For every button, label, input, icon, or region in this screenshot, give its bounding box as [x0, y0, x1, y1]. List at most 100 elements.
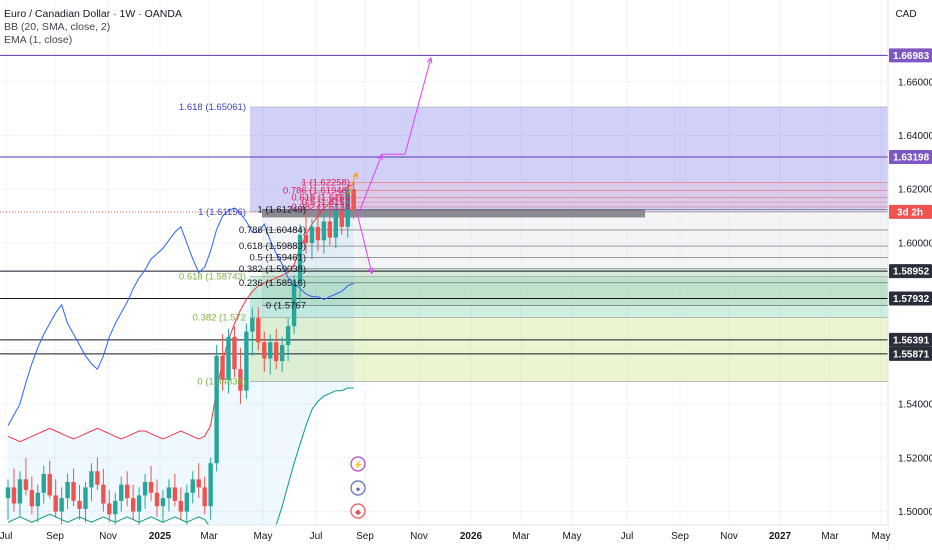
time-axis[interactable]: Jul Sep Nov 2025 Mar May Jul Sep Nov 2026 Mar May Ju… — [0, 524, 891, 550]
price-tag-label: 1.66983 — [893, 51, 930, 62]
fib-small-label: 0.618 (1.6169 — [291, 193, 350, 204]
arrow-to-1.632 — [357, 154, 383, 216]
fib-large-label: 0.382 (1.572 — [193, 312, 246, 323]
time-tick-label: Nov — [99, 531, 117, 542]
candle-body — [285, 326, 291, 346]
candle-body — [59, 498, 64, 512]
candle-body — [125, 484, 130, 499]
price-tick-label: 1.50000 — [898, 507, 932, 518]
price-tag — [889, 150, 932, 165]
bb-upper-line — [7, 183, 354, 443]
lightning-event-icon-glyph: ⚡ — [353, 460, 363, 470]
fib-large-label: 1 (1.61156) — [198, 207, 246, 218]
countdown-tag-label: 3d 2h — [897, 207, 923, 218]
event-markers[interactable]: ⚡ ● ◆ — [350, 456, 366, 519]
candle-body — [41, 473, 46, 493]
candle-body — [65, 482, 70, 499]
price-tick-label: 1.54000 — [898, 400, 932, 411]
candle-body — [95, 471, 100, 485]
candle-body — [315, 226, 321, 241]
time-tick-label: May — [563, 531, 582, 542]
candle-body — [178, 500, 184, 512]
candle-body — [351, 189, 356, 211]
bb-band-fill — [8, 183, 354, 550]
time-tick-label: Sep — [46, 531, 64, 542]
time-tick-label: 2026 — [460, 531, 483, 542]
candle-body — [274, 342, 279, 362]
candle-body — [303, 234, 309, 243]
price-axis[interactable]: CAD1.660001.640001.620001.600001.560001.… — [887, 0, 932, 550]
candle-body — [23, 479, 29, 491]
horizontal-lines — [0, 54, 888, 382]
lightning-event-icon[interactable] — [350, 456, 366, 472]
candle-body — [190, 479, 195, 493]
candle-body — [220, 355, 225, 380]
price-tag — [889, 332, 932, 347]
chart-legend: Euro / Canadian Dollar · 1W · OANDA BB (… — [4, 8, 182, 47]
arrow-to-1.632-head — [377, 153, 383, 161]
price-tag-label: 1.56391 — [893, 335, 930, 346]
candle-body — [160, 498, 166, 507]
price-tick-label: 1.52000 — [898, 453, 932, 464]
fib-mid-label: 0 (1.5767 — [266, 301, 306, 312]
fib-small-label: 1 (1.62258) — [301, 177, 350, 188]
countdown-tag — [889, 204, 932, 219]
candle-body — [148, 482, 154, 493]
candle-body — [327, 221, 333, 238]
dividends-event-icon-glyph: ● — [356, 485, 361, 494]
fib-mid-label: 0.382 (1.59038) — [239, 264, 306, 275]
time-tick-label: Nov — [410, 531, 428, 542]
fib-zone-dark-bar — [262, 209, 645, 218]
candle-body — [268, 342, 273, 359]
time-tick-label: Nov — [720, 531, 738, 542]
currency-label: CAD — [895, 9, 916, 20]
time-tick-label: Mar — [821, 531, 839, 542]
arrow-orange — [347, 172, 358, 195]
candle-body — [214, 355, 219, 464]
candle-body — [5, 487, 11, 499]
time-tick-label: Sep — [356, 531, 374, 542]
price-tick-label: 1.66000 — [898, 77, 932, 88]
candle-body — [107, 503, 112, 515]
symbol-title[interactable]: Euro / Canadian Dollar · 1W · OANDA — [4, 8, 182, 20]
dividends-event-icon[interactable] — [350, 480, 366, 496]
time-tick-label: Jul — [310, 531, 323, 542]
fib-small-label: 0.382 (1.6134 — [291, 202, 350, 213]
candle-body — [309, 226, 315, 243]
candle-body — [339, 210, 344, 227]
time-tick-label: May — [872, 531, 891, 542]
candle-body — [226, 336, 231, 380]
fib-labels: 1.618 (1.65061) 1 (1.61156) 0.618 (1.58743… — [179, 102, 350, 388]
candle-body — [321, 221, 327, 241]
time-tick-label: Jul — [621, 531, 634, 542]
price-tick-label: 1.62000 — [898, 185, 932, 196]
candle-body — [172, 487, 178, 501]
time-tick-label: 2027 — [769, 531, 792, 542]
earnings-event-icon-glyph: ◆ — [355, 508, 362, 517]
arrow-to-1.669-head — [426, 57, 433, 64]
fib-mid-label: 0.618 (1.59883) — [239, 241, 306, 252]
fib-small-label: 0.786 (1.61946) — [283, 186, 350, 197]
candle-body — [136, 495, 142, 512]
candle-body — [297, 234, 303, 284]
fib-zone-small — [300, 182, 888, 207]
fib-zone-green — [250, 276, 888, 318]
candle-body — [53, 495, 58, 512]
fib-zone-mid-green — [262, 268, 888, 306]
projection-arrows — [347, 57, 433, 275]
candle-body — [77, 500, 82, 509]
candle-body — [119, 484, 124, 501]
ema-indicator-label[interactable]: EMA (1, close) — [4, 34, 73, 46]
bb-indicator-label[interactable]: BB (20, SMA, close, 2) — [4, 21, 111, 33]
time-tick-label: Mar — [200, 531, 218, 542]
candle-body — [130, 498, 136, 512]
fib-large-label: 1.618 (1.65061) — [179, 102, 246, 113]
fib-mid-label: 0.5 (1.59461) — [249, 252, 306, 263]
arrow-down-head — [368, 267, 374, 275]
time-tick-label: Jul — [0, 531, 12, 542]
candle-body — [262, 342, 267, 359]
fib-mid-label: 0.236 (1.58516) — [239, 278, 306, 289]
grid — [0, 0, 888, 525]
earnings-event-icon[interactable] — [350, 503, 366, 519]
